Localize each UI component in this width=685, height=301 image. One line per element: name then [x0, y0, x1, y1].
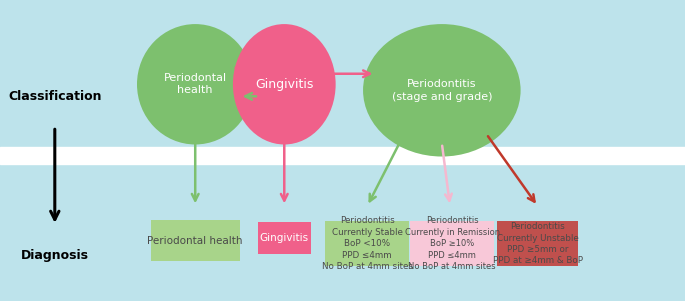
FancyBboxPatch shape: [151, 220, 240, 261]
Ellipse shape: [137, 24, 253, 144]
Text: Gingivitis: Gingivitis: [260, 233, 309, 243]
FancyBboxPatch shape: [325, 221, 409, 266]
Text: Diagnosis: Diagnosis: [21, 249, 89, 262]
Text: Periodontitis
Currently Unstable
PPD ≥5mm or
PPD at ≥4mm & BoP: Periodontitis Currently Unstable PPD ≥5m…: [493, 222, 583, 265]
Text: Periodontal
health: Periodontal health: [164, 73, 227, 95]
Ellipse shape: [233, 24, 336, 144]
Text: Periodontitis
Currently Stable
BoP <10%
PPD ≤4mm
No BoP at 4mm sites: Periodontitis Currently Stable BoP <10% …: [322, 216, 412, 271]
Text: Periodontitis
(stage and grade): Periodontitis (stage and grade): [392, 79, 492, 101]
FancyBboxPatch shape: [410, 221, 494, 266]
Text: Periodontal health: Periodontal health: [147, 236, 243, 246]
Ellipse shape: [363, 24, 521, 157]
Text: Classification: Classification: [8, 90, 101, 103]
FancyBboxPatch shape: [497, 221, 578, 266]
FancyBboxPatch shape: [258, 222, 311, 253]
Bar: [0, 147, 685, 164]
Text: Periodontitis
Currently in Remission
BoP ≥10%
PPD ≤4mm
No BoP at 4mm sites: Periodontitis Currently in Remission BoP…: [405, 216, 499, 271]
Text: Gingivitis: Gingivitis: [255, 78, 314, 91]
